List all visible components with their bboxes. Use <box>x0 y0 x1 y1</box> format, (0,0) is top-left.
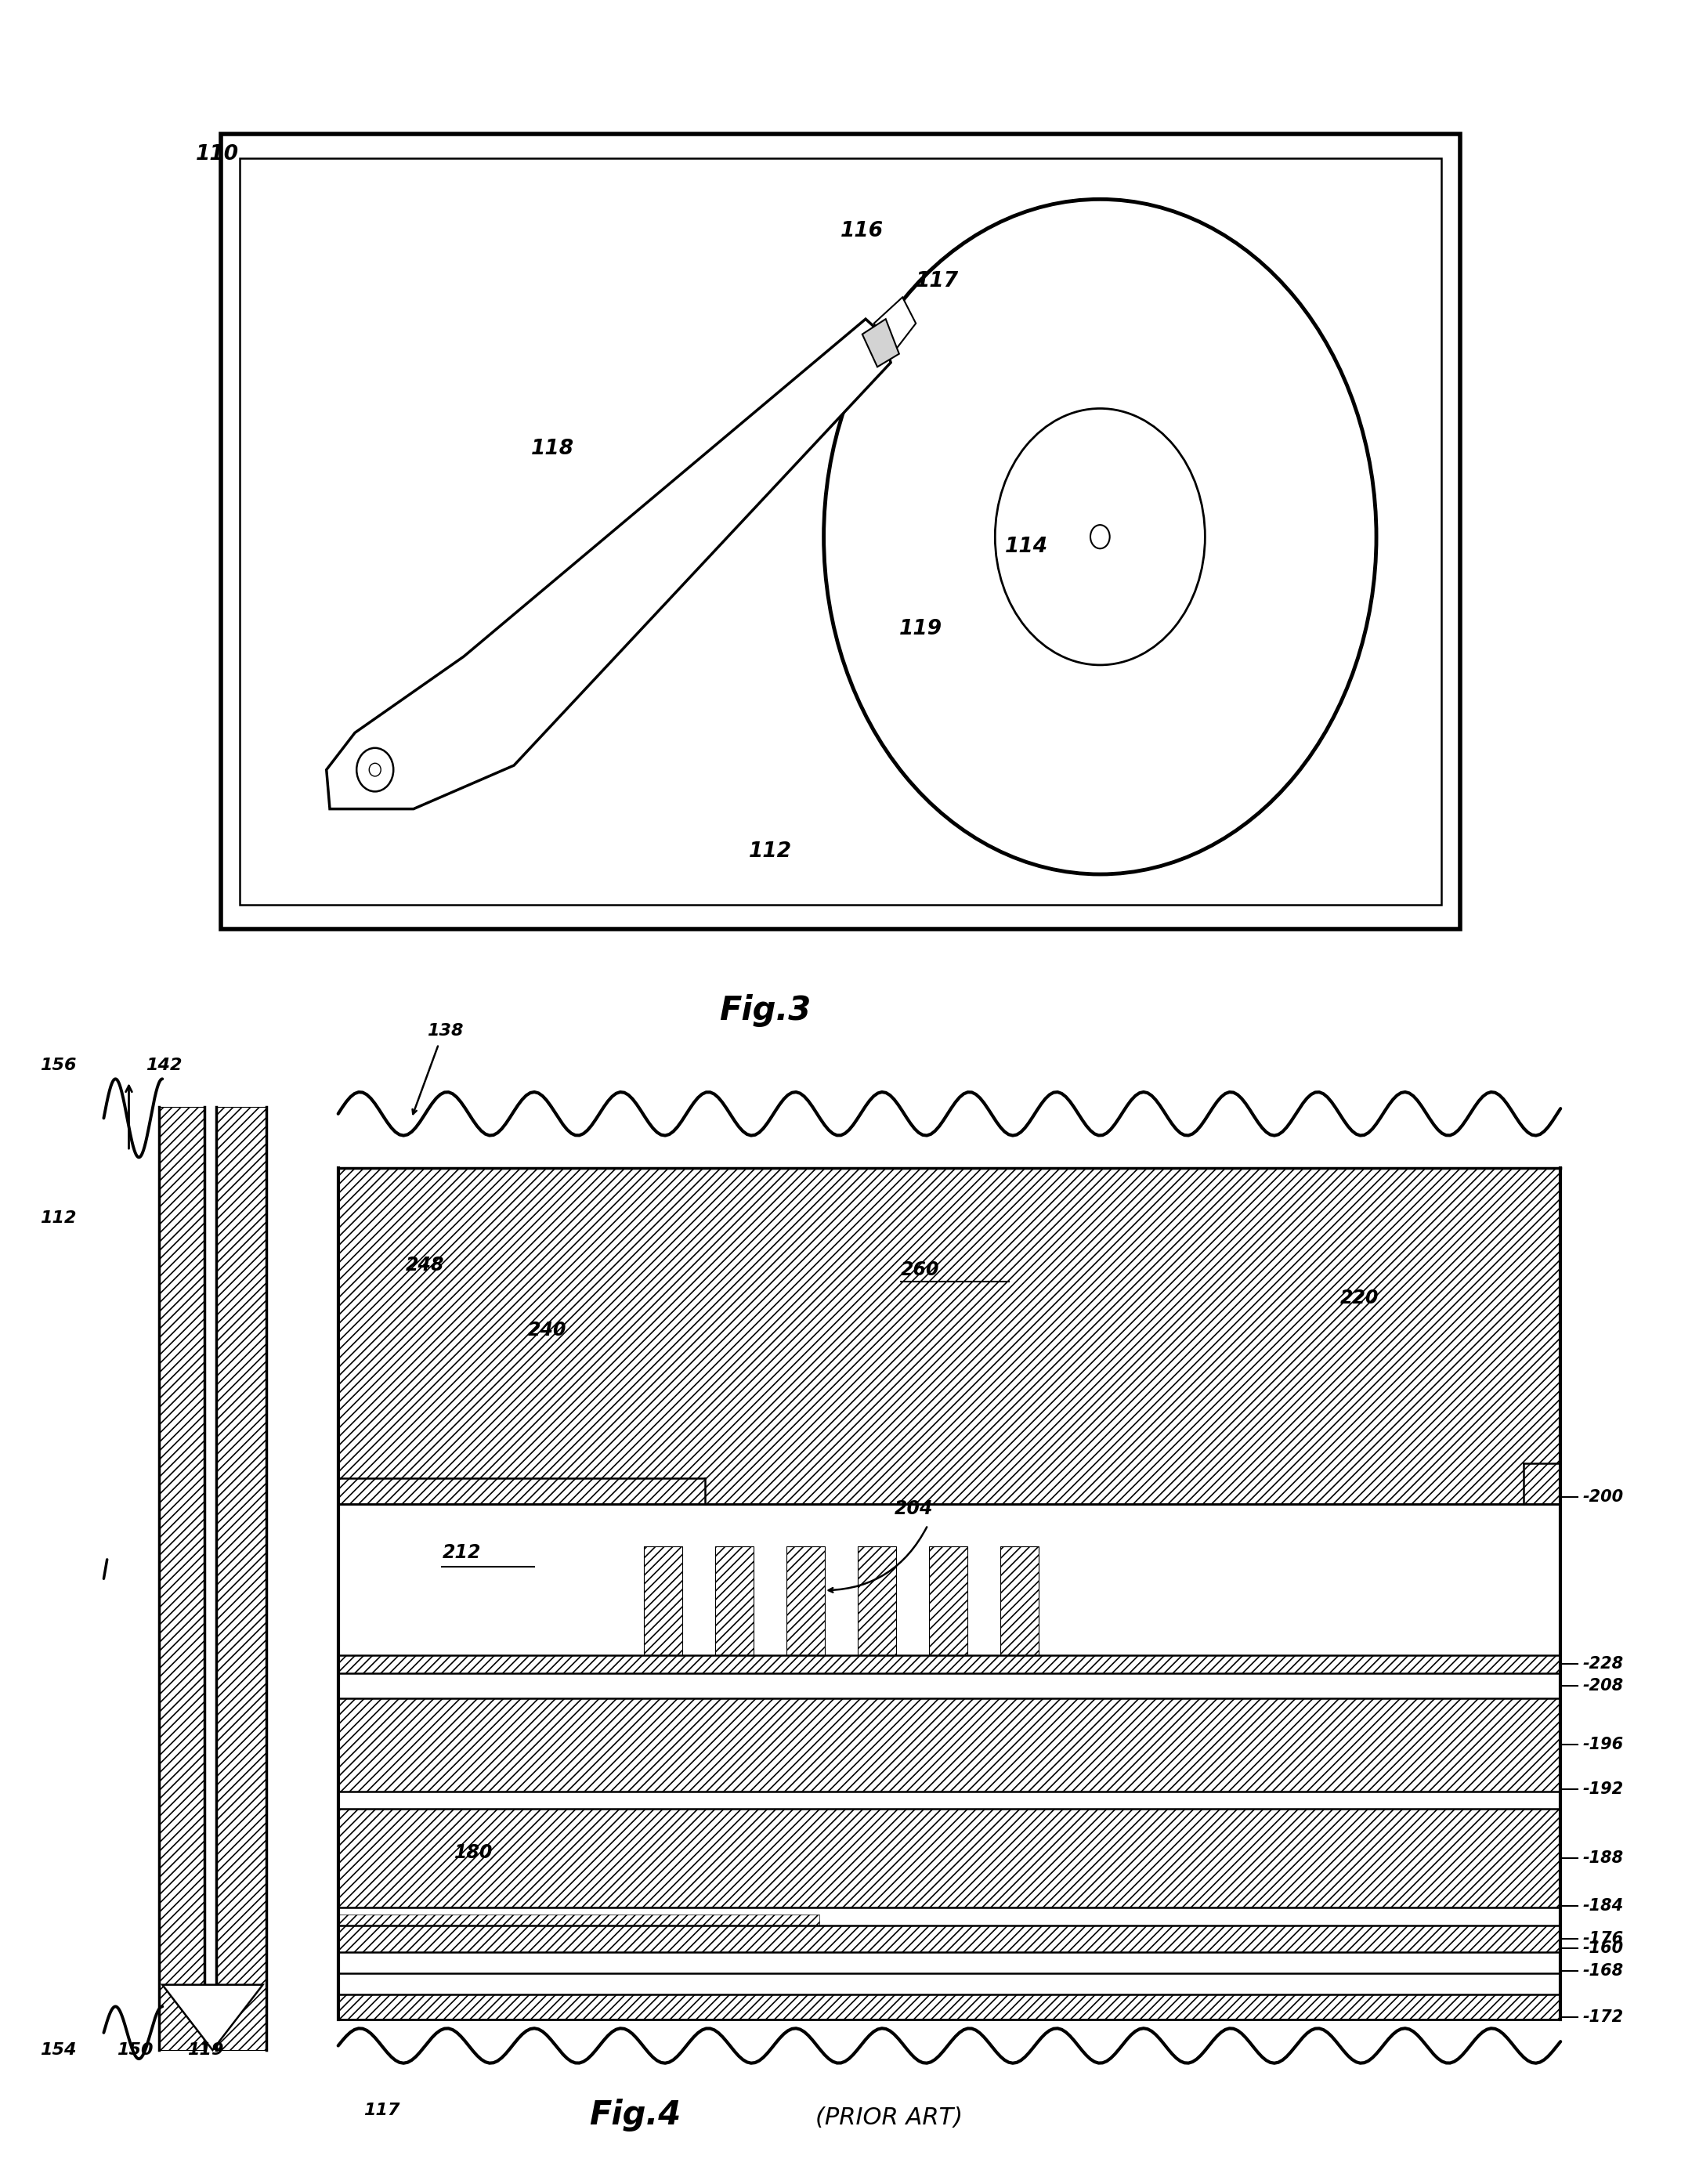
Bar <box>644 1546 682 1655</box>
Text: 112: 112 <box>748 841 792 860</box>
Bar <box>215 1107 266 2051</box>
Text: 119: 119 <box>899 618 943 640</box>
Ellipse shape <box>824 199 1377 874</box>
Polygon shape <box>326 319 891 808</box>
Bar <box>338 1655 1560 1673</box>
Bar <box>220 133 1461 928</box>
Text: 142: 142 <box>146 1057 182 1072</box>
Text: -168: -168 <box>1582 1963 1624 1979</box>
Text: 154: 154 <box>40 2042 77 2057</box>
Text: 119: 119 <box>188 2042 224 2057</box>
Text: Fig.3: Fig.3 <box>719 994 810 1026</box>
Bar <box>239 157 1442 904</box>
Text: -200: -200 <box>1582 1489 1624 1505</box>
Text: 112: 112 <box>40 1210 77 1225</box>
Bar <box>338 1791 1560 1808</box>
Text: -196: -196 <box>1582 1736 1624 1754</box>
Text: 138: 138 <box>427 1022 464 1040</box>
Text: 117: 117 <box>916 271 960 290</box>
Bar <box>338 1673 1560 1699</box>
Bar <box>338 1926 1560 1952</box>
Bar <box>338 1808 1560 1909</box>
Text: -208: -208 <box>1582 1677 1624 1693</box>
Polygon shape <box>862 319 899 367</box>
Text: 240: 240 <box>528 1321 566 1339</box>
Bar <box>930 1546 968 1655</box>
Text: 117: 117 <box>363 2103 400 2118</box>
Text: 116: 116 <box>840 221 884 240</box>
Bar <box>338 1168 1560 1503</box>
Text: 260: 260 <box>901 1260 940 1280</box>
Bar <box>338 1503 1560 1655</box>
Text: Fig.4: Fig.4 <box>590 2099 681 2132</box>
Ellipse shape <box>995 408 1205 664</box>
Text: 212: 212 <box>442 1542 481 1562</box>
Bar <box>338 1952 1560 1974</box>
Text: -160: -160 <box>1582 1939 1624 1957</box>
Bar <box>787 1546 825 1655</box>
Text: 110: 110 <box>195 144 239 164</box>
Text: 150: 150 <box>118 2042 153 2057</box>
Text: (PRIOR ART): (PRIOR ART) <box>815 2105 963 2129</box>
Text: 180: 180 <box>454 1843 493 1863</box>
Text: -228: -228 <box>1582 1655 1624 1673</box>
Text: 204: 204 <box>894 1500 933 1518</box>
Text: -172: -172 <box>1582 2009 1624 2025</box>
Text: 220: 220 <box>1340 1289 1380 1308</box>
Polygon shape <box>874 297 916 356</box>
Text: -176: -176 <box>1582 1931 1624 1946</box>
Ellipse shape <box>356 747 393 791</box>
Bar <box>714 1546 753 1655</box>
Bar <box>160 1107 203 2051</box>
Bar <box>338 1479 704 1503</box>
Bar <box>338 1699 1560 1791</box>
Bar <box>338 1994 1560 2020</box>
Text: 248: 248 <box>405 1256 444 1275</box>
Polygon shape <box>163 1985 262 2051</box>
Bar <box>857 1546 896 1655</box>
Ellipse shape <box>370 762 382 775</box>
Text: -184: -184 <box>1582 1898 1624 1913</box>
Bar <box>338 1909 1560 1926</box>
Text: 118: 118 <box>531 439 573 459</box>
Bar <box>1000 1546 1039 1655</box>
Bar <box>338 1915 820 1926</box>
Text: -192: -192 <box>1582 1782 1624 1797</box>
Text: 114: 114 <box>1005 537 1047 557</box>
Text: -188: -188 <box>1582 1850 1624 1865</box>
Ellipse shape <box>1091 524 1109 548</box>
Text: 156: 156 <box>40 1057 77 1072</box>
Bar <box>338 1974 1560 1994</box>
